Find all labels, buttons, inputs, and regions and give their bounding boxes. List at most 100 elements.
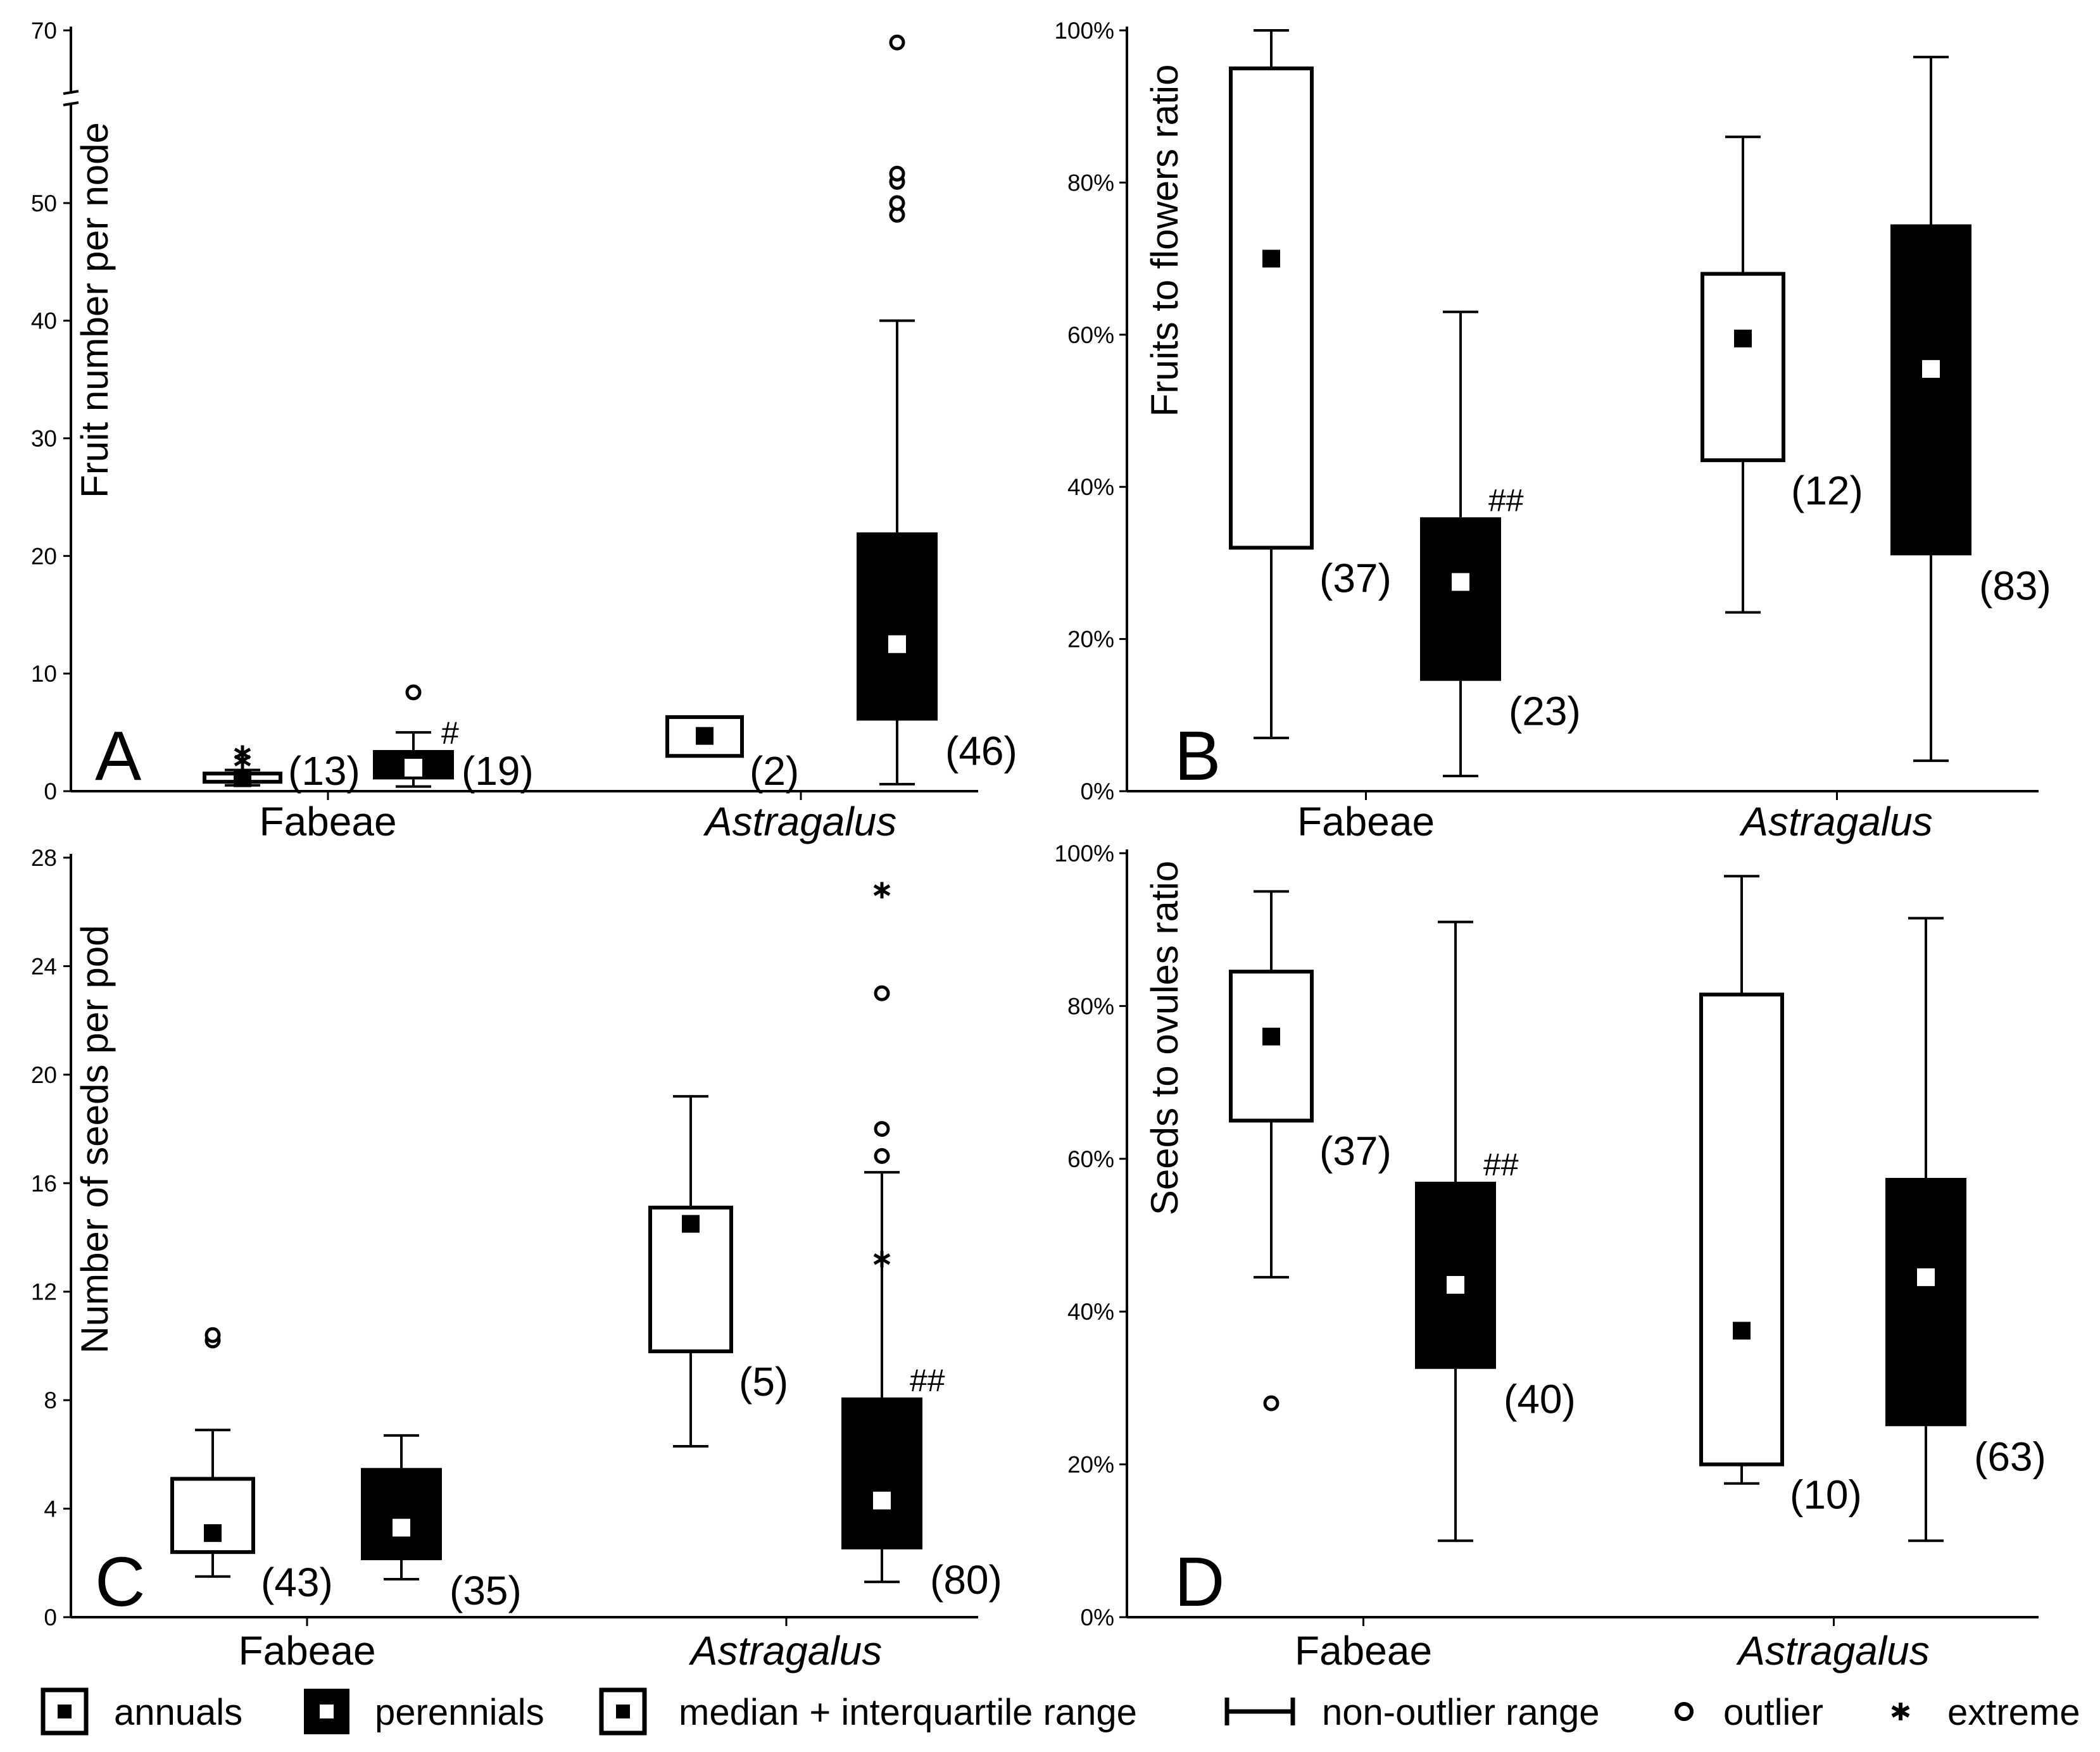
legend-extreme-symbol xyxy=(1891,1703,1910,1720)
axis-break-gap xyxy=(65,94,77,104)
iqr-box xyxy=(361,1468,442,1560)
sample-size-label: (83) xyxy=(1979,563,2051,608)
box-group-perennial: (63) xyxy=(1885,917,2046,1542)
panel-letter: D xyxy=(1174,1543,1224,1621)
sample-size-label: (19) xyxy=(462,748,534,794)
extreme-point xyxy=(873,882,891,899)
legend-median-iqr-label: median + interquartile range xyxy=(679,1692,1137,1733)
legend-outlier-label: outlier xyxy=(1723,1692,1823,1733)
significance-mark: ## xyxy=(1488,482,1524,518)
extreme-stroke xyxy=(873,884,891,896)
y-tick-label: 40% xyxy=(1067,1299,1114,1325)
sample-size-label: (43) xyxy=(261,1560,333,1605)
y-tick-label: 24 xyxy=(31,953,57,979)
legend-extreme-label: extreme xyxy=(1947,1692,2080,1733)
outlier-point xyxy=(874,1121,890,1137)
median-marker xyxy=(1262,1027,1280,1046)
sample-size-label: (40) xyxy=(1504,1377,1576,1422)
y-tick-label: 30 xyxy=(31,426,57,452)
box-group-perennial: (80) ## xyxy=(841,882,1002,1603)
y-tick-label: 70 xyxy=(31,18,57,44)
box-group-annual: (43) xyxy=(170,1327,333,1605)
panel-D: 0% 20% 40% 60% 80% 100% Fabeae Astragalus Seeds … xyxy=(1054,841,2046,1674)
y-tick-label: 4 xyxy=(44,1496,57,1522)
median-marker xyxy=(405,758,422,777)
extreme-stroke xyxy=(234,748,251,760)
median-marker xyxy=(1447,1275,1464,1294)
significance-mark: ## xyxy=(910,1363,945,1398)
category-label: Astragalus xyxy=(688,1628,882,1674)
y-tick-label: 80% xyxy=(1067,170,1114,196)
median-marker xyxy=(1917,1268,1935,1286)
iqr-box xyxy=(1699,992,1784,1467)
box-group-perennial: (40) ## xyxy=(1415,920,1576,1542)
y-tick-label: 50 xyxy=(31,191,57,216)
box-group-annual: (13) xyxy=(203,745,360,794)
median-marker xyxy=(1733,1322,1751,1340)
median-marker xyxy=(682,1215,700,1233)
box-group-annual: (5) xyxy=(648,1095,788,1448)
iqr-box xyxy=(1701,272,1785,463)
sample-size-label: (13) xyxy=(288,748,360,794)
outlier-point xyxy=(889,34,905,51)
sample-size-label: (12) xyxy=(1791,468,1863,513)
sample-size-label: (5) xyxy=(739,1359,788,1405)
axis-break-mark xyxy=(63,90,79,95)
outlier-point xyxy=(204,1327,221,1343)
y-tick-label: 0% xyxy=(1081,1605,1114,1630)
sample-size-label: (2) xyxy=(750,748,799,794)
outlier-point xyxy=(1263,1395,1279,1411)
axis-break-mark xyxy=(63,101,79,106)
box-group-perennial: (46) xyxy=(857,34,1017,785)
y-axis-label: Seeds to ovules ratio xyxy=(1143,861,1186,1215)
category-label: Fabeae xyxy=(1295,1628,1432,1674)
sample-size-label: (37) xyxy=(1319,555,1392,601)
category-label: Astragalus xyxy=(1735,1628,1929,1674)
legend-median-iqr-dot xyxy=(616,1705,630,1718)
median-marker xyxy=(1262,249,1280,268)
sample-size-label: (35) xyxy=(450,1568,522,1613)
y-axis-label: Fruits to flowers ratio xyxy=(1143,65,1186,417)
iqr-box xyxy=(857,532,938,721)
y-tick-label: 80% xyxy=(1067,993,1114,1019)
panel-B: 0% 20% 40% 60% 80% 100% Fabeae Astragalus Fruits… xyxy=(1054,18,2051,844)
extreme-point xyxy=(234,745,251,762)
y-tick-label: 8 xyxy=(44,1387,57,1413)
outlier-point xyxy=(889,195,905,211)
median-marker xyxy=(1734,329,1752,347)
box-group-annual: (37) xyxy=(1229,29,1392,739)
legend-annual-median xyxy=(58,1705,72,1718)
y-tick-label: 20% xyxy=(1067,1452,1114,1478)
outlier-point xyxy=(874,985,890,1001)
median-marker xyxy=(234,769,251,787)
y-tick-label: 12 xyxy=(31,1279,57,1305)
extreme-point xyxy=(873,1251,891,1268)
y-tick-label: 60% xyxy=(1067,322,1114,348)
iqr-box xyxy=(665,715,744,758)
iqr-box xyxy=(1229,970,1314,1123)
median-marker xyxy=(1922,360,1940,378)
box-group-perennial: (19)# xyxy=(373,684,534,794)
y-tick-label: 40 xyxy=(31,308,57,334)
legend-outlier-symbol xyxy=(1675,1702,1694,1721)
sample-size-label: (37) xyxy=(1319,1128,1392,1173)
sample-size-label: (10) xyxy=(1790,1472,1862,1518)
y-tick-label: 40% xyxy=(1067,474,1114,500)
box-group-annual: (2) xyxy=(665,715,799,794)
significance-mark: # xyxy=(441,715,459,751)
y-tick-label: 10 xyxy=(31,661,57,687)
y-tick-label: 100% xyxy=(1054,18,1114,44)
legend: annuals perennials median + interquartil… xyxy=(41,1687,2080,1736)
outlier-point xyxy=(874,1148,890,1164)
category-label: Astragalus xyxy=(1738,799,1932,844)
median-marker xyxy=(393,1518,410,1537)
iqr-box xyxy=(1885,1177,1966,1427)
iqr-box xyxy=(1229,66,1314,550)
legend-annuals-label: annuals xyxy=(114,1692,242,1733)
sample-size-label: (23) xyxy=(1509,689,1581,734)
y-tick-label: 0% xyxy=(1081,779,1114,804)
legend-non-outlier-label: non-outlier range xyxy=(1322,1692,1600,1733)
box-group-perennial: (83) xyxy=(1890,56,2051,762)
